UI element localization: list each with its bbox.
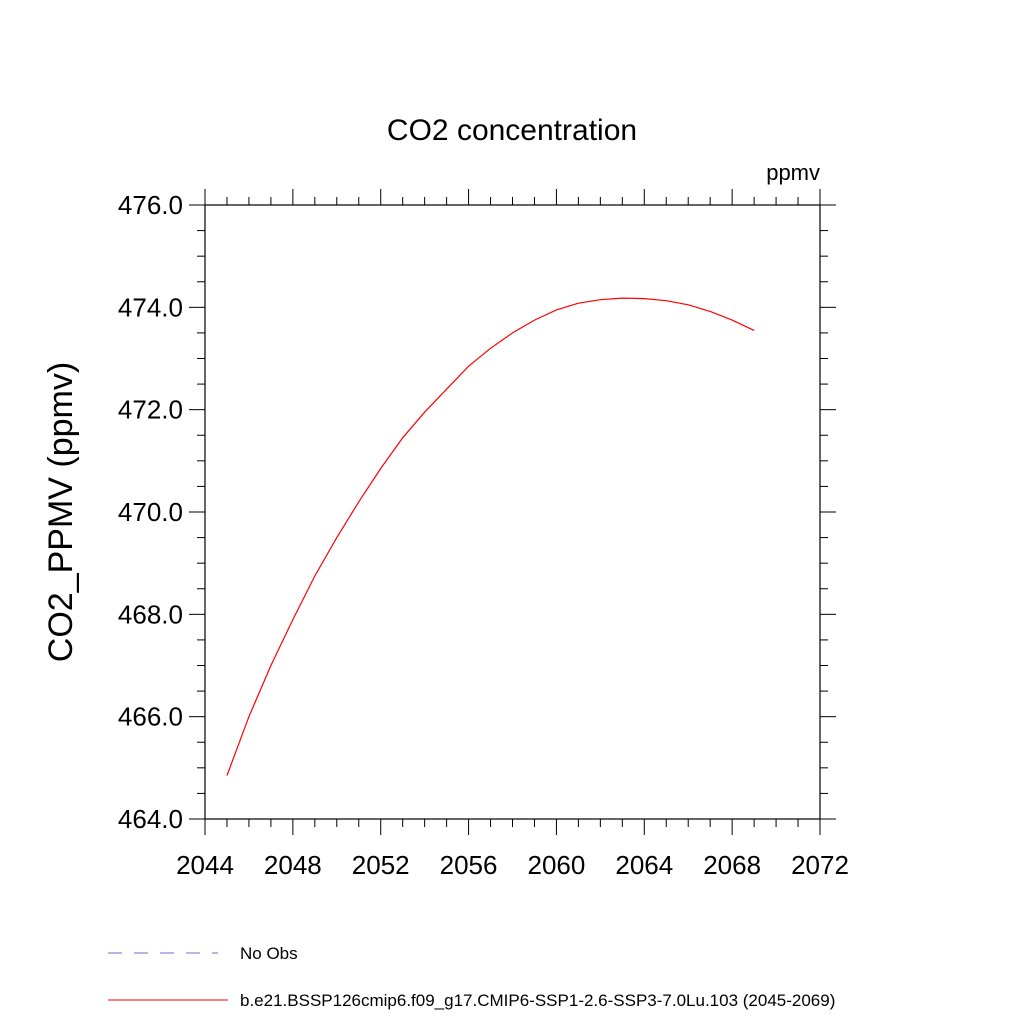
y-tick-label: 466.0 <box>118 702 183 732</box>
x-tick-label: 2064 <box>615 850 673 880</box>
y-tick-labels: 464.0 466.0 468.0 470.0 472.0 474.0 476.0 <box>118 190 183 834</box>
legend-label-model: b.e21.BSSP126cmip6.f09_g17.CMIP6-SSP1-2.… <box>240 991 835 1010</box>
series-layer <box>226 297 755 776</box>
legend: No Obs b.e21.BSSP126cmip6.f09_g17.CMIP6-… <box>108 944 835 1010</box>
x-tick-label: 2072 <box>791 850 849 880</box>
y-tick-label: 472.0 <box>118 395 183 425</box>
axis-ticks <box>189 189 836 835</box>
x-tick-label: 2056 <box>440 850 498 880</box>
x-tick-label: 2068 <box>703 850 761 880</box>
y-tick-label: 474.0 <box>118 292 183 322</box>
plot-frame <box>204 204 821 820</box>
x-tick-label: 2060 <box>528 850 586 880</box>
series-line <box>226 297 755 776</box>
x-tick-label: 2044 <box>176 850 234 880</box>
chart-title: CO2 concentration <box>387 114 637 147</box>
y-tick-label: 464.0 <box>118 804 183 834</box>
x-tick-label: 2052 <box>352 850 410 880</box>
y-tick-label: 476.0 <box>118 190 183 220</box>
x-tick-label: 2048 <box>264 850 322 880</box>
y-tick-label: 470.0 <box>118 497 183 527</box>
legend-label-no-obs: No Obs <box>240 944 298 963</box>
y-axis-label: CO2_PPMV (ppmv) <box>42 362 80 662</box>
units-label: ppmv <box>766 160 820 185</box>
y-tick-label: 468.0 <box>118 599 183 629</box>
x-tick-labels: 2044 2048 2052 2056 2060 2064 2068 2072 <box>176 850 849 880</box>
